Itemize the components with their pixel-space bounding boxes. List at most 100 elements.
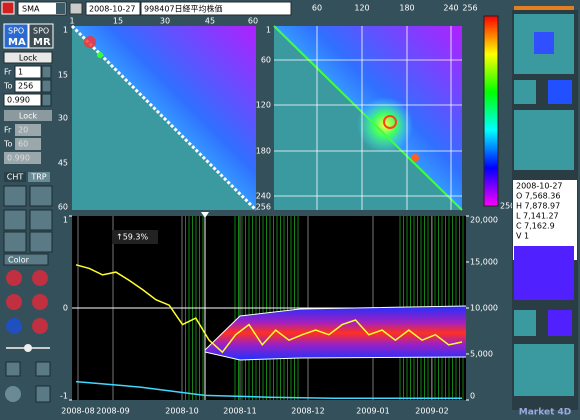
annotation: ↑59.3%: [116, 233, 149, 242]
logo: Market 4D: [519, 408, 571, 418]
fr-label-2: Fr: [4, 126, 12, 135]
left-tick-label: 15: [58, 71, 68, 80]
app-icon[interactable]: [1, 1, 15, 15]
annotation-box: [112, 230, 158, 244]
top-tick-label: 60: [248, 17, 258, 26]
y-tick-label: 20,000: [470, 216, 498, 225]
color-label: Color: [8, 256, 30, 265]
hotspot: [383, 115, 397, 129]
top-tick-label: 45: [205, 17, 215, 26]
icon-button[interactable]: [35, 385, 51, 403]
thumbnail[interactable]: [548, 310, 572, 336]
fr-label: Fr: [4, 68, 12, 77]
info-line: 2008-10-27: [516, 182, 563, 191]
thumbnail[interactable]: [514, 310, 536, 336]
lock-button[interactable]: [3, 51, 53, 64]
left-tick-label: 120: [256, 101, 271, 110]
fr-input-2: [15, 124, 41, 136]
to-label: To: [3, 82, 13, 91]
fr-spinner[interactable]: [41, 65, 52, 79]
left-tick-label: 180: [256, 147, 271, 156]
date-value: 2008-10-27: [89, 5, 136, 14]
oscillator-line: [75, 380, 462, 399]
decay-spinner[interactable]: [41, 93, 52, 107]
tool-button[interactable]: [3, 231, 27, 253]
to-input[interactable]: [14, 79, 42, 93]
slider-thumb[interactable]: [24, 344, 32, 352]
tool-button[interactable]: [29, 185, 53, 207]
lock-button-disabled: [4, 110, 52, 121]
info-line: H 7,878.97: [516, 202, 560, 211]
to-value: 256: [18, 82, 33, 91]
trp-tab[interactable]: [28, 172, 50, 182]
to-input-2: [15, 138, 41, 150]
thumbnail[interactable]: [548, 80, 572, 104]
y2-tick-label: 1: [63, 216, 68, 225]
tool-button[interactable]: [29, 231, 53, 253]
icon-button[interactable]: [5, 386, 21, 402]
spo-mr-button[interactable]: [28, 23, 54, 49]
decay-value: 0.990: [7, 96, 30, 105]
tool-button[interactable]: [3, 209, 27, 231]
dropdown-arrow[interactable]: [56, 3, 65, 14]
thumbnail[interactable]: [514, 110, 574, 170]
symbol-value: 998407日経平均株価: [144, 4, 223, 14]
icon-button[interactable]: [35, 361, 51, 377]
toolbar: SMA 2008-10-27 998407日経平均株価: [1, 1, 292, 16]
dome-button[interactable]: [32, 270, 48, 286]
hotspot: [411, 154, 419, 162]
color-select[interactable]: [3, 253, 49, 266]
thumbnail[interactable]: [514, 80, 536, 104]
y-tick-label: 15,000: [470, 258, 498, 267]
hotspot: [97, 52, 103, 58]
to-label-2: To: [3, 140, 13, 149]
spo-ma-button[interactable]: [3, 23, 29, 49]
price-line: [75, 264, 463, 354]
calendar-icon[interactable]: [69, 2, 83, 15]
heatmap-left: [70, 24, 258, 212]
indicator-select[interactable]: [17, 1, 67, 16]
dome-button[interactable]: [32, 318, 48, 334]
decay-input[interactable]: [3, 93, 42, 107]
y-tick-label: 10,000: [470, 304, 498, 313]
x-tick-label: 2008-08: [61, 407, 94, 416]
x-tick-label: 2009-02: [415, 407, 448, 416]
cht-tab[interactable]: [4, 172, 26, 182]
x-tick-label: 2008-09: [96, 407, 129, 416]
control-panel: SPO MA SPO MR Lock Fr 1 To 256 0.990 Loc…: [3, 23, 54, 403]
top-tick-label: 30: [160, 17, 170, 26]
info-line: V 1: [516, 232, 529, 241]
fr-value: 1: [18, 68, 23, 77]
thumbnail[interactable]: [514, 344, 574, 396]
fr-input[interactable]: [14, 65, 42, 79]
y-tick-label: 5,000: [470, 350, 493, 359]
spo-mr-bottom: MR: [33, 37, 51, 48]
left-tick-label: 45: [58, 159, 68, 168]
info-line: L 7,141.27: [516, 212, 559, 221]
icon-button[interactable]: [5, 361, 21, 377]
symbol-field[interactable]: [140, 1, 292, 16]
to-spinner[interactable]: [41, 79, 52, 93]
dome-button[interactable]: [32, 294, 48, 310]
dome-button[interactable]: [6, 318, 22, 334]
decay-input-2: [4, 152, 41, 164]
tool-button[interactable]: [3, 185, 27, 207]
cht-tab-label: CHT: [7, 173, 24, 182]
dome-button[interactable]: [6, 270, 22, 286]
y-tick-label: 0: [470, 392, 475, 401]
side-slider[interactable]: [514, 6, 574, 10]
date-field[interactable]: [85, 1, 141, 16]
diagonal: [70, 24, 258, 212]
info-line: O 7,568.36: [516, 192, 560, 201]
dome-button[interactable]: [6, 294, 22, 310]
y2-tick-label: 0: [63, 304, 68, 313]
thumbnail[interactable]: [514, 246, 574, 300]
heatmap-right: [273, 25, 463, 211]
x-tick-label: 2009-01: [356, 407, 389, 416]
top-tick-label: 180: [399, 4, 414, 13]
lock-label: Lock: [19, 54, 38, 63]
tool-button[interactable]: [29, 209, 53, 231]
side-panel: Market 4D: [512, 6, 578, 418]
left-tick-label: 60: [261, 56, 271, 65]
